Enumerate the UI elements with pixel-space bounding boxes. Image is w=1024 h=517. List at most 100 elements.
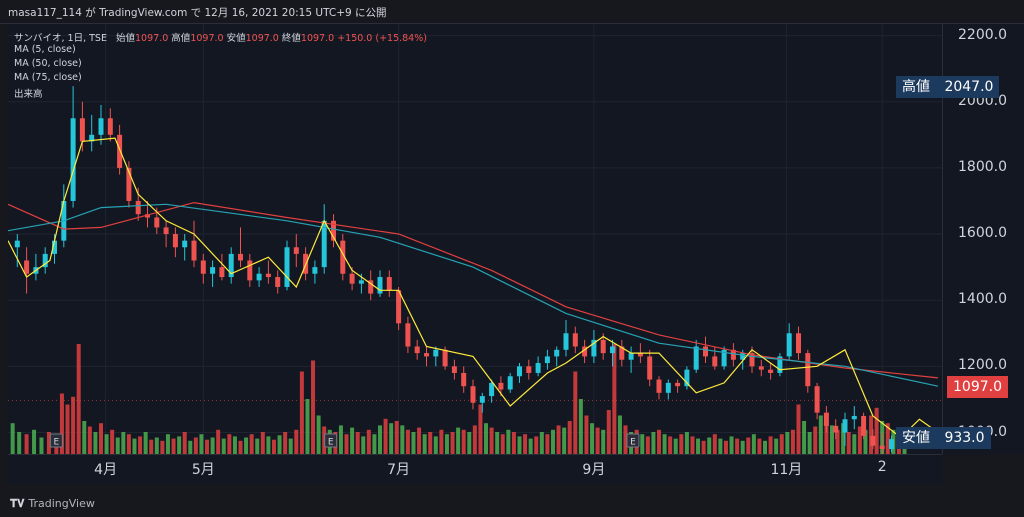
- volume-bar-4: [39, 437, 44, 454]
- volume-bar-70: [411, 432, 416, 454]
- candle-76: [721, 349, 727, 367]
- candle-40: [386, 277, 392, 291]
- candle-87: [823, 412, 829, 426]
- candle-88: [833, 425, 839, 433]
- volume-bar-83: [484, 423, 489, 454]
- volume-bar-78: [456, 427, 461, 454]
- volume-bar-124: [712, 434, 717, 454]
- volume-bar-96: [556, 425, 561, 454]
- legend-ma75[interactable]: MA (75, close): [14, 72, 82, 83]
- legend-ma50[interactable]: MA (50, close): [14, 58, 82, 69]
- candle-59: [563, 333, 569, 350]
- candle-43: [414, 346, 420, 354]
- volume-bar-91: [528, 438, 533, 454]
- volume-bar-134: [768, 436, 773, 454]
- candle-30: [293, 247, 299, 254]
- volume-bar-44: [266, 436, 271, 454]
- candle-41: [396, 290, 402, 324]
- volume-bar-147: [841, 423, 846, 454]
- volume-bar-119: [684, 432, 689, 454]
- volume-bar-19: [126, 434, 131, 454]
- volume-bar-143: [818, 415, 823, 454]
- volume-bar-75: [439, 429, 444, 454]
- ma5-line: [7, 137, 939, 439]
- candle-74: [703, 346, 708, 357]
- candle-48: [461, 372, 467, 387]
- volume-bar-25: [160, 440, 165, 454]
- x-tick-2: 7月: [387, 462, 411, 478]
- legend-volume[interactable]: 出来高: [14, 89, 43, 100]
- earnings-marker-label-0: E: [54, 438, 60, 448]
- tradingview-logo[interactable]: 𝐓𝐕 TradingView: [10, 497, 95, 511]
- tradingview-logo-icon: 𝐓𝐕: [10, 497, 25, 510]
- volume-bar-149: [852, 434, 857, 454]
- volume-bar-74: [433, 436, 438, 454]
- volume-bar-69: [405, 429, 410, 454]
- volume-bar-37: [227, 434, 232, 454]
- volume-bar-35: [216, 429, 221, 454]
- volume-bar-92: [534, 436, 539, 454]
- volume-bar-47: [283, 432, 288, 454]
- candle-69: [656, 379, 662, 393]
- legend-change: +150.0 (+15.84%): [337, 33, 427, 44]
- volume-bar-82: [478, 404, 483, 454]
- volume-bar-131: [751, 434, 756, 454]
- earnings-marker-label-2: E: [630, 438, 636, 448]
- volume-bar-105: [606, 410, 611, 454]
- volume-bar-132: [757, 438, 762, 454]
- volume-bar-43: [260, 432, 265, 454]
- volume-bar-152: [869, 415, 874, 454]
- volume-bar-64: [378, 425, 382, 454]
- candle-80: [758, 366, 764, 370]
- candle-14: [145, 214, 150, 218]
- y-tick-3: 1600.0: [958, 225, 1007, 242]
- volume-bar-99: [573, 371, 578, 454]
- volume-bar-17: [115, 437, 120, 454]
- volume-bar-12: [87, 426, 92, 454]
- volume-bar-155: [885, 423, 890, 454]
- candle-51: [489, 382, 495, 397]
- volume-bar-53: [316, 415, 321, 454]
- candle-61: [582, 346, 588, 357]
- volume-bar-133: [763, 440, 768, 454]
- candle-20: [200, 260, 206, 274]
- volume-bar-85: [495, 432, 500, 454]
- candle-47: [451, 366, 457, 373]
- candle-82: [777, 356, 783, 373]
- tradingview-brand: TradingView: [28, 497, 95, 510]
- time-axis[interactable]: [8, 454, 942, 484]
- volume-bar-33: [205, 439, 210, 454]
- candle-6: [70, 118, 76, 201]
- candle-86: [814, 386, 820, 413]
- candle-60: [572, 333, 578, 347]
- volume-bar-67: [394, 421, 399, 454]
- volume-bar-48: [288, 438, 293, 454]
- volume-bar-141: [807, 432, 812, 454]
- candle-35: [340, 240, 346, 274]
- ma50-line: [7, 203, 939, 387]
- volume-bar-3: [32, 429, 37, 454]
- candle-68: [647, 356, 653, 380]
- candle-78: [740, 353, 746, 360]
- candle-32: [312, 267, 318, 274]
- candle-33: [321, 220, 327, 268]
- candle-23: [228, 253, 234, 278]
- volume-bar-1: [17, 432, 22, 454]
- volume-bar-137: [785, 432, 790, 454]
- legend-ma5[interactable]: MA (5, close): [14, 44, 76, 55]
- candle-1: [24, 260, 30, 274]
- volume-bar-24: [154, 437, 159, 454]
- high-value: 2047.0: [944, 79, 994, 95]
- volume-bar-153: [874, 407, 879, 454]
- volume-bar-40: [244, 437, 249, 454]
- volume-bar-145: [829, 425, 834, 454]
- candle-83: [786, 333, 792, 357]
- volume-bar-104: [601, 429, 606, 454]
- volume-bar-144: [824, 421, 829, 454]
- high-label: 高値: [902, 79, 930, 95]
- candle-11: [117, 134, 123, 168]
- legend-low-value: 1097.0: [245, 33, 279, 44]
- volume-bar-72: [422, 434, 427, 454]
